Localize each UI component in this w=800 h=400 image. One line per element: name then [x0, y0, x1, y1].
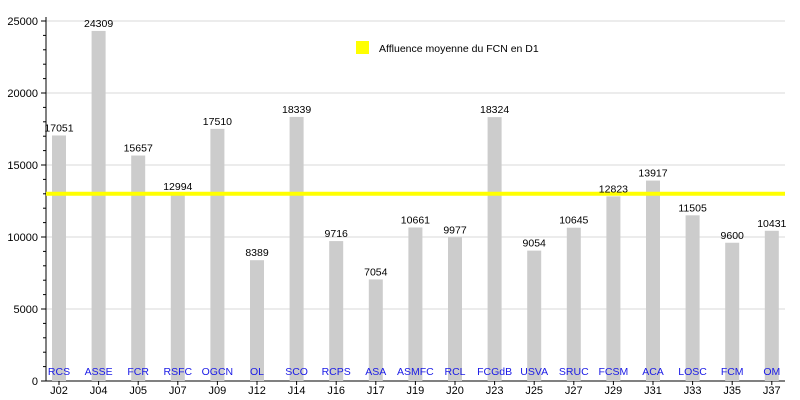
club-label: ASSE: [85, 366, 113, 378]
y-tick-label: 25000: [7, 16, 38, 28]
x-tick-label: J31: [644, 385, 662, 397]
bars: [52, 30, 779, 382]
club-label: USVA: [520, 366, 548, 378]
y-tick-label: 5000: [14, 304, 38, 316]
x-tick-label: J16: [327, 385, 345, 397]
x-tick-label: J09: [209, 385, 227, 397]
club-label: OM: [763, 366, 780, 378]
club-label: RCPS: [322, 366, 351, 378]
x-tick-label: J19: [407, 385, 425, 397]
bar: [210, 128, 225, 381]
x-tick-label: J27: [565, 385, 583, 397]
legend-label: Affluence moyenne du FCN en D1: [379, 43, 539, 55]
x-tick-label: J20: [446, 385, 464, 397]
club-label: SCO: [285, 366, 308, 378]
data-label: 13917: [638, 168, 667, 180]
club-label: ACA: [642, 366, 664, 378]
x-tick-label: J37: [763, 385, 781, 397]
data-label: 18324: [480, 104, 509, 116]
bar: [448, 237, 462, 381]
data-label: 9600: [721, 230, 745, 242]
bar: [527, 250, 542, 381]
club-label: RSFC: [164, 366, 193, 378]
bar: [725, 242, 740, 381]
bar: [329, 241, 344, 381]
club-label: FCSM: [599, 366, 629, 378]
bar: [685, 215, 700, 381]
data-label: 10431: [757, 218, 786, 230]
data-label: 11505: [678, 202, 707, 214]
bar: [566, 227, 581, 381]
club-label: OL: [250, 366, 264, 378]
club-label: SRUC: [559, 366, 589, 378]
bar: [91, 30, 106, 381]
gridlines: [46, 20, 785, 310]
club-label: RCS: [48, 366, 70, 378]
legend: Affluence moyenne du FCN en D1: [356, 41, 539, 55]
club-label: FCGdB: [477, 366, 512, 378]
bar: [170, 193, 185, 381]
data-label: 9977: [443, 224, 467, 236]
bar: [487, 117, 502, 381]
x-tick-label: J04: [90, 385, 108, 397]
club-label: ASA: [365, 366, 386, 378]
club-label: LOSC: [678, 366, 707, 378]
bar: [606, 196, 621, 381]
club-label: RCL: [444, 366, 465, 378]
x-tick-label: J17: [367, 385, 385, 397]
y-tick-label: 20000: [7, 88, 38, 100]
x-tick-label: J05: [129, 385, 147, 397]
data-label: 12823: [599, 183, 628, 195]
data-label: 18339: [282, 104, 311, 116]
data-label: 9716: [325, 228, 349, 240]
data-label: 7054: [364, 266, 388, 278]
bar: [646, 180, 660, 381]
data-label: 17051: [44, 122, 73, 134]
data-label: 10645: [559, 215, 588, 227]
x-tick-label: J35: [723, 385, 741, 397]
club-label: FCM: [721, 366, 744, 378]
x-tick-label: J23: [486, 385, 504, 397]
data-label: 24309: [84, 18, 113, 30]
data-label: 17510: [203, 116, 232, 128]
club-label: OGCN: [202, 366, 234, 378]
labels: 0 5000 10000 15000 20000 25000 17051 RCS J02 2430…: [7, 16, 786, 397]
x-tick-label: J14: [288, 385, 306, 397]
club-label: FCR: [127, 366, 149, 378]
bar: [250, 260, 264, 381]
y-tick-label: 0: [32, 376, 38, 388]
data-label: 15657: [124, 143, 153, 155]
data-label: 12994: [163, 181, 192, 193]
y-tick-label: 15000: [7, 160, 38, 172]
bar: [289, 116, 304, 382]
x-tick-label: J02: [50, 385, 68, 397]
bar: [131, 155, 146, 381]
bar: [368, 279, 383, 381]
x-tick-label: J12: [248, 385, 266, 397]
bar: [764, 230, 779, 381]
x-tick-label: J29: [605, 385, 623, 397]
data-label: 9054: [523, 238, 547, 250]
bar: [52, 135, 66, 381]
data-label: 10661: [401, 214, 430, 226]
x-tick-label: J07: [169, 385, 187, 397]
y-tick-label: 10000: [7, 232, 38, 244]
legend-swatch: [356, 41, 369, 54]
x-tick-label: J33: [684, 385, 702, 397]
bar: [408, 227, 423, 381]
club-label: ASMFC: [397, 366, 434, 378]
data-label: 8389: [245, 247, 269, 259]
x-tick-label: J25: [525, 385, 543, 397]
